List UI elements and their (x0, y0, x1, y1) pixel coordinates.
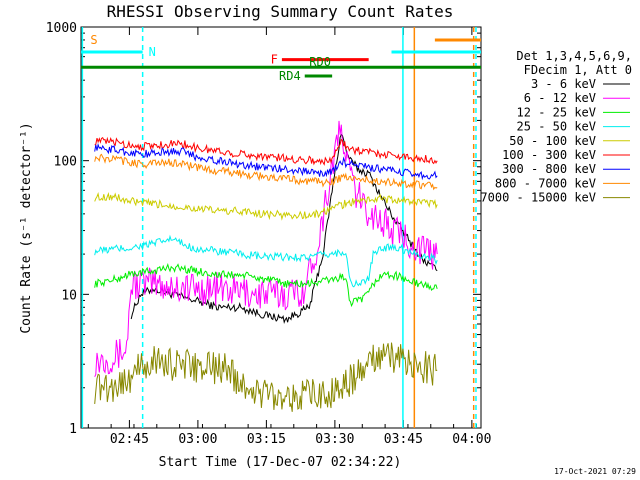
x-axis-label: Start Time (17-Dec-07 02:34:22) (159, 455, 402, 470)
legend-label: 12 - 25 keV (517, 105, 596, 119)
legend-header: FDecim 1, Att 0 (524, 63, 632, 77)
legend-label: 25 - 50 keV (517, 120, 596, 134)
x-tick-label: 03:15 (247, 432, 286, 447)
annotation-label: N (149, 45, 156, 59)
annotation-label: RD4 (279, 69, 301, 83)
legend-header: Det 1,3,4,5,6,9, (516, 49, 632, 63)
y-axis: 1 10 100 1000 (46, 21, 481, 437)
x-tick-label: 03:30 (315, 432, 354, 447)
series-line (94, 263, 438, 308)
series-line (94, 153, 438, 191)
legend-label: 6 - 12 keV (524, 91, 596, 105)
x-tick-label: 03:00 (178, 432, 217, 447)
annotation-label: RD0 (309, 55, 331, 69)
series-line (94, 234, 438, 288)
series-line (94, 342, 438, 412)
x-axis: 02:45 03:00 03:15 03:30 03:45 04:00 (87, 27, 491, 447)
series-line (94, 142, 438, 181)
chart-title: RHESSI Observing Summary Count Rates (107, 2, 454, 21)
series-line (94, 191, 438, 221)
plot-frame (80, 26, 482, 429)
series-line (94, 120, 438, 378)
x-tick-label: 04:00 (452, 432, 491, 447)
legend-label: 50 - 100 keV (509, 134, 596, 148)
footer-timestamp: 17-Oct-2021 07:29 (554, 467, 636, 476)
legend-label: 7000 - 15000 keV (480, 191, 596, 205)
y-tick-label: 10 (61, 288, 77, 303)
y-tick-label: 1 (69, 422, 77, 437)
series-line (94, 136, 438, 166)
legend-label: 300 - 800 keV (502, 162, 596, 176)
x-tick-label: 02:45 (110, 432, 149, 447)
y-tick-label: 1000 (46, 21, 77, 36)
legend: Det 1,3,4,5,6,9,FDecim 1, Att 03 - 6 keV… (480, 49, 632, 205)
legend-label: 800 - 7000 keV (495, 176, 596, 190)
annotation-layer: S N F RD0 RD4 (81, 27, 481, 428)
y-tick-label: 100 (54, 155, 77, 170)
annotation-label: S (90, 33, 97, 47)
annotation-label: F (271, 53, 278, 67)
x-tick-label: 03:45 (384, 432, 423, 447)
series-layer (94, 120, 438, 412)
legend-label: 3 - 6 keV (531, 77, 596, 91)
legend-label: 100 - 300 keV (502, 148, 596, 162)
series-line (130, 133, 438, 324)
y-axis-label: Count Rate (s⁻¹ detector⁻¹) (19, 122, 34, 333)
